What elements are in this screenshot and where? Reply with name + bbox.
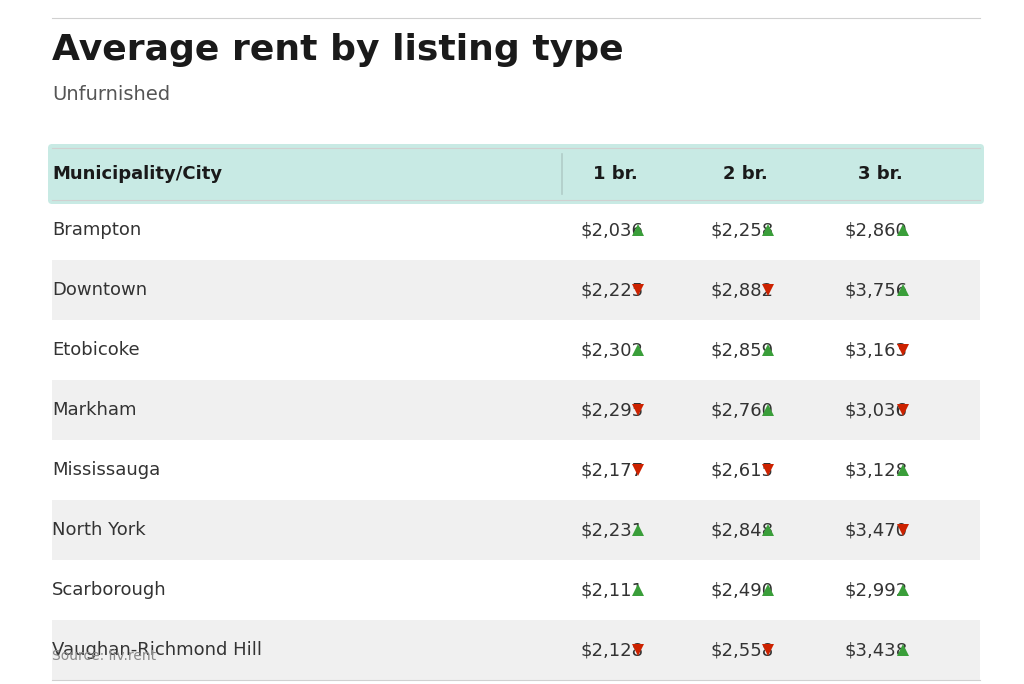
FancyBboxPatch shape bbox=[48, 144, 984, 204]
Text: 2 br.: 2 br. bbox=[723, 165, 767, 183]
Text: Vaughan-Richmond Hill: Vaughan-Richmond Hill bbox=[52, 641, 262, 659]
Text: $2,302: $2,302 bbox=[580, 341, 643, 359]
Text: $2,615: $2,615 bbox=[710, 461, 773, 479]
Text: $2,859: $2,859 bbox=[710, 341, 773, 359]
Text: $2,111: $2,111 bbox=[580, 581, 643, 599]
Text: Average rent by listing type: Average rent by listing type bbox=[52, 33, 624, 67]
Text: $2,882: $2,882 bbox=[710, 281, 773, 299]
FancyBboxPatch shape bbox=[52, 380, 980, 440]
Text: Brampton: Brampton bbox=[52, 221, 141, 239]
Text: North York: North York bbox=[52, 521, 145, 539]
Text: Etobicoke: Etobicoke bbox=[52, 341, 139, 359]
Text: Downtown: Downtown bbox=[52, 281, 147, 299]
Text: $3,470: $3,470 bbox=[845, 521, 908, 539]
Text: $2,036: $2,036 bbox=[580, 221, 643, 239]
Text: $2,848: $2,848 bbox=[710, 521, 773, 539]
Text: $2,177: $2,177 bbox=[580, 461, 643, 479]
Text: $3,128: $3,128 bbox=[845, 461, 908, 479]
Text: $2,490: $2,490 bbox=[710, 581, 773, 599]
Text: $2,992: $2,992 bbox=[845, 581, 908, 599]
Text: $2,258: $2,258 bbox=[710, 221, 773, 239]
Text: Source: liv.rent: Source: liv.rent bbox=[52, 649, 156, 663]
FancyBboxPatch shape bbox=[52, 620, 980, 680]
Text: Markham: Markham bbox=[52, 401, 136, 419]
Text: Municipality/City: Municipality/City bbox=[52, 165, 222, 183]
Text: Mississauga: Mississauga bbox=[52, 461, 160, 479]
Text: $2,558: $2,558 bbox=[710, 641, 773, 659]
Text: $3,163: $3,163 bbox=[845, 341, 908, 359]
Text: Scarborough: Scarborough bbox=[52, 581, 167, 599]
Text: $2,860: $2,860 bbox=[845, 221, 907, 239]
Text: $2,225: $2,225 bbox=[580, 281, 643, 299]
Text: $3,756: $3,756 bbox=[845, 281, 908, 299]
Text: $3,036: $3,036 bbox=[845, 401, 908, 419]
Text: $3,438: $3,438 bbox=[845, 641, 908, 659]
Text: $2,231: $2,231 bbox=[580, 521, 643, 539]
Text: 1 br.: 1 br. bbox=[593, 165, 637, 183]
Text: $2,295: $2,295 bbox=[580, 401, 643, 419]
FancyBboxPatch shape bbox=[52, 260, 980, 320]
Text: $2,760: $2,760 bbox=[710, 401, 773, 419]
Text: $2,128: $2,128 bbox=[580, 641, 643, 659]
Text: 3 br.: 3 br. bbox=[858, 165, 902, 183]
Text: Unfurnished: Unfurnished bbox=[52, 85, 170, 104]
FancyBboxPatch shape bbox=[52, 500, 980, 560]
